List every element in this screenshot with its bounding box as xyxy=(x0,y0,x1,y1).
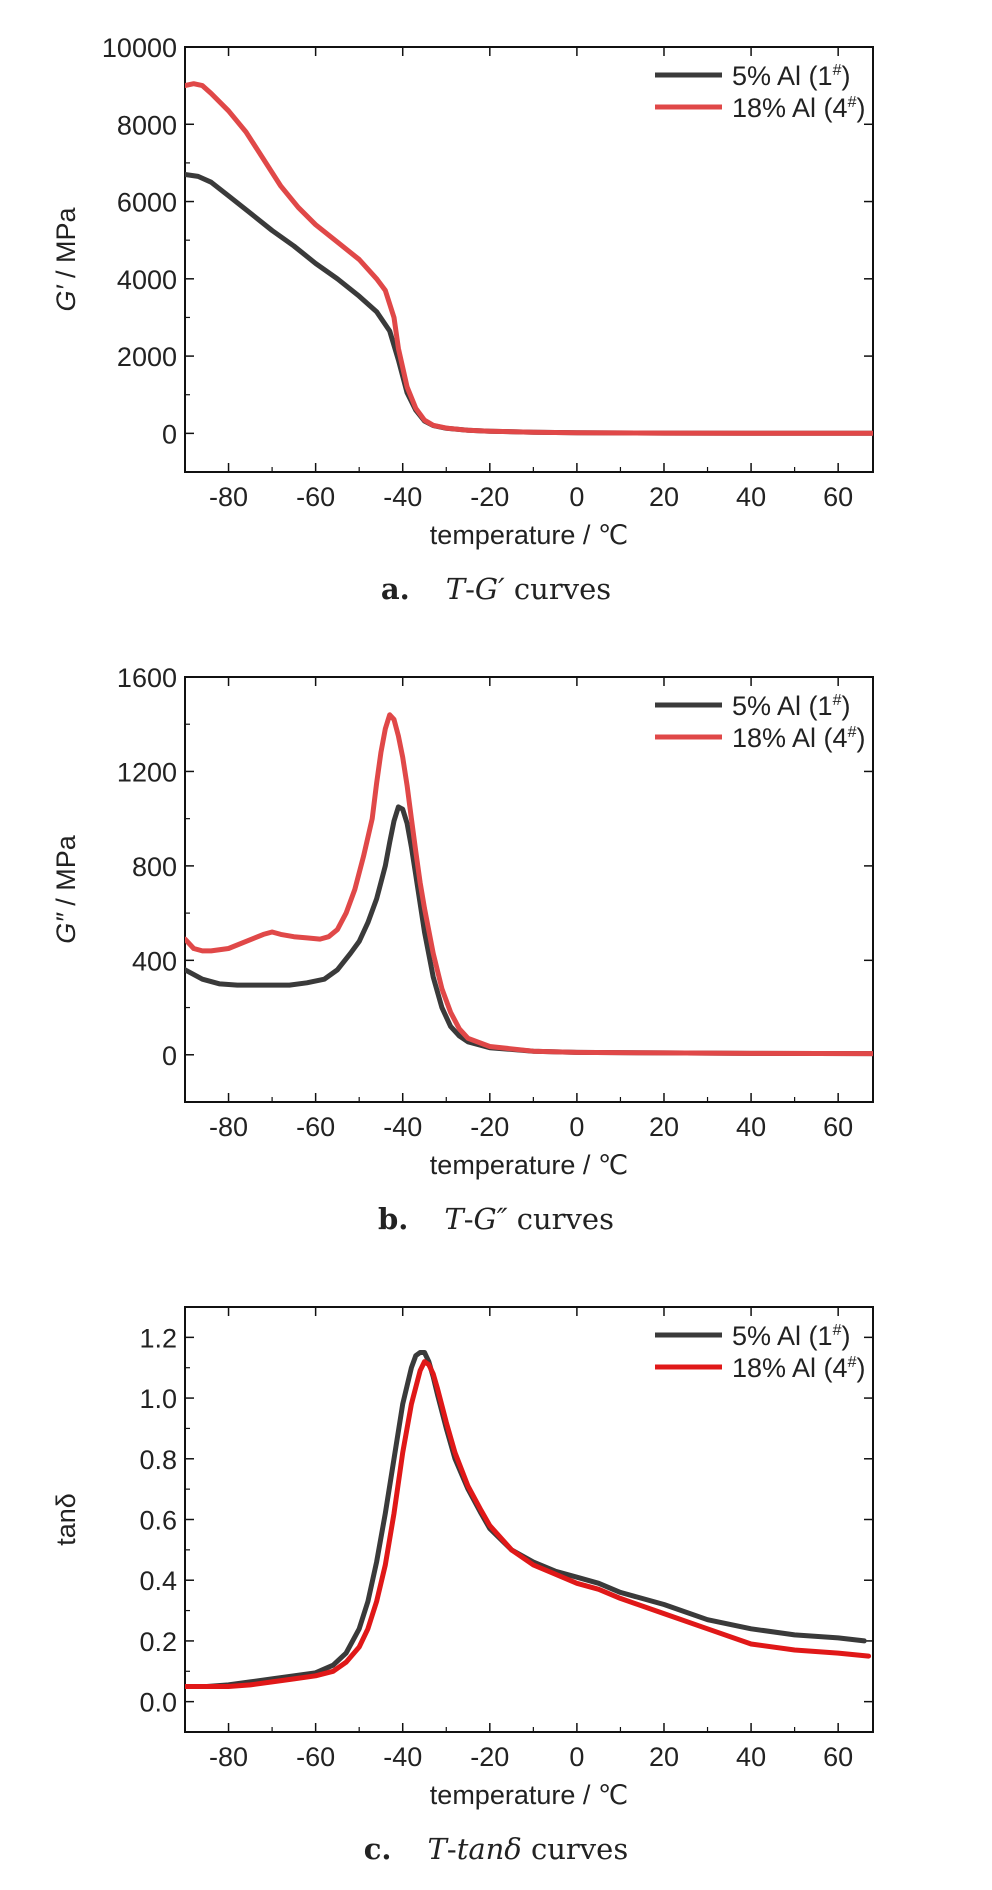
chart-a: -80 -60 -40 -20 0 20 40 60 0 2000 4000 6000 8000 1000… xyxy=(51,33,874,550)
x-tick-label: -80 xyxy=(209,482,248,512)
x-tick-label: -60 xyxy=(296,482,335,512)
caption-suffix: curves xyxy=(507,1202,614,1236)
series-line-2 xyxy=(185,1359,872,1689)
x-tick-label: 40 xyxy=(736,1742,766,1772)
caption-prefix: T xyxy=(427,1832,447,1866)
chart-panel-a: -80 -60 -40 -20 0 20 40 60 0 2000 4000 6000 8000 1000… xyxy=(0,0,992,630)
caption-var: G″ xyxy=(473,1202,508,1236)
y-tick-label: 400 xyxy=(132,946,177,976)
y-tick-label: 1.2 xyxy=(139,1323,177,1353)
caption-c: c. T-tanδ curves xyxy=(0,1832,992,1866)
plot-frame xyxy=(184,676,874,1103)
x-tick-label: -80 xyxy=(209,1112,248,1142)
caption-var: G′ xyxy=(474,572,505,606)
x-tick-label: 60 xyxy=(823,1742,853,1772)
x-tick-label: -60 xyxy=(296,1112,335,1142)
legend-label-2: 18% Al (4#) xyxy=(732,1353,865,1383)
x-tick-label: 0 xyxy=(569,1742,584,1772)
caption-suffix: curves xyxy=(521,1832,629,1866)
x-tick-label: -40 xyxy=(383,1112,422,1142)
series-line-2 xyxy=(185,712,873,1057)
legend-label-2: 18% Al (4#) xyxy=(732,723,865,753)
y-axis-label-unit: / MPa xyxy=(51,834,81,913)
series-line-1 xyxy=(185,1350,867,1689)
y-axis-label: G′ / MPa xyxy=(51,206,81,311)
x-tick-label: 40 xyxy=(736,482,766,512)
y-tick-label: 1200 xyxy=(117,757,177,787)
caption-prefix: T xyxy=(445,572,466,606)
caption-b: b. T-G″ curves xyxy=(0,1202,992,1236)
chart-c: -80 -60 -40 -20 0 20 40 60 0.0 0.2 0.4 0.6 0.8 1.0 1.2… xyxy=(51,1306,874,1810)
y-tick-label: 8000 xyxy=(117,110,177,140)
x-tick-label: -20 xyxy=(470,1112,509,1142)
caption-dash: - xyxy=(463,1202,474,1236)
series-line-2 xyxy=(185,81,873,436)
x-axis-label: temperature / ℃ xyxy=(430,1150,628,1180)
y-tick-label: 1.0 xyxy=(139,1384,177,1414)
x-tick-label: 20 xyxy=(649,1112,679,1142)
caption-letter: a. xyxy=(380,572,410,606)
x-axis-label: temperature / ℃ xyxy=(430,520,628,550)
legend-label-1: 5% Al (1#) xyxy=(732,1321,850,1351)
caption-letter: b. xyxy=(378,1202,409,1236)
series-line-1 xyxy=(185,172,873,436)
y-axis-label-var: G′ xyxy=(51,285,81,312)
y-tick-label: 0.8 xyxy=(139,1445,177,1475)
y-axis-label-var: G″ xyxy=(51,912,81,944)
y-tick-label: 0.2 xyxy=(139,1627,177,1657)
x-tick-label: -80 xyxy=(209,1742,248,1772)
caption-letter: c. xyxy=(363,1832,392,1866)
y-tick-label: 4000 xyxy=(117,265,177,295)
x-axis-label: temperature / ℃ xyxy=(430,1780,628,1810)
y-axis-label: tanδ xyxy=(51,1493,81,1546)
plot-frame xyxy=(184,46,874,473)
x-tick-label: 60 xyxy=(823,1112,853,1142)
x-tick-label: 20 xyxy=(649,1742,679,1772)
y-tick-label: 0.4 xyxy=(139,1566,177,1596)
chart-b: -80 -60 -40 -20 0 20 40 60 0 400 800 1200 1600 temper… xyxy=(51,663,874,1180)
caption-dash: - xyxy=(465,572,475,606)
y-tick-label: 0 xyxy=(162,419,177,449)
x-tick-label: -40 xyxy=(383,1742,422,1772)
y-axis-label-unit: / MPa xyxy=(51,206,81,285)
y-axis-label: G″ / MPa xyxy=(51,834,81,944)
x-tick-label: 40 xyxy=(736,1112,766,1142)
x-tick-label: -40 xyxy=(383,482,422,512)
y-tick-label: 0 xyxy=(162,1041,177,1071)
y-axis-label-unit: tanδ xyxy=(51,1493,81,1546)
chart-panel-c: -80 -60 -40 -20 0 20 40 60 0.0 0.2 0.4 0.6 0.8 1.0 1.2… xyxy=(0,1260,992,1890)
legend-label-2: 18% Al (4#) xyxy=(732,93,865,123)
y-tick-label: 2000 xyxy=(117,342,177,372)
y-tick-label: 10000 xyxy=(102,33,177,63)
y-tick-label: 0.0 xyxy=(139,1688,177,1718)
y-tick-label: 800 xyxy=(132,852,177,882)
x-tick-label: 60 xyxy=(823,482,853,512)
x-tick-label: -20 xyxy=(470,482,509,512)
caption-suffix: curves xyxy=(504,572,612,606)
caption-a: a. T-G′ curves xyxy=(0,572,992,606)
x-tick-label: 0 xyxy=(569,482,584,512)
caption-prefix: T xyxy=(444,1202,464,1236)
y-tick-label: 1600 xyxy=(117,663,177,693)
chart-panel-b: -80 -60 -40 -20 0 20 40 60 0 400 800 1200 1600 temper… xyxy=(0,630,992,1260)
x-tick-label: -20 xyxy=(470,1742,509,1772)
x-tick-label: 20 xyxy=(649,482,679,512)
x-tick-label: -60 xyxy=(296,1742,335,1772)
y-tick-label: 6000 xyxy=(117,188,177,218)
legend-label-1: 5% Al (1#) xyxy=(732,61,850,91)
x-tick-label: 0 xyxy=(569,1112,584,1142)
series-line-1 xyxy=(185,804,873,1057)
caption-var: tanδ xyxy=(456,1832,522,1866)
y-tick-label: 0.6 xyxy=(139,1506,177,1536)
caption-dash: - xyxy=(446,1832,457,1866)
legend-label-1: 5% Al (1#) xyxy=(732,691,850,721)
